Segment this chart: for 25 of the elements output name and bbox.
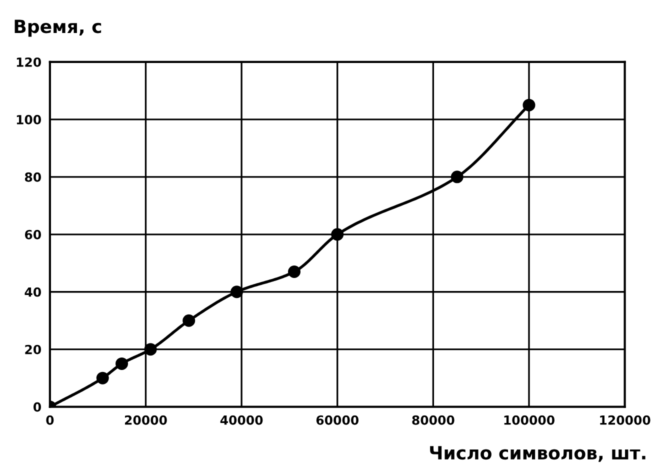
y-tick-label: 60: [24, 230, 41, 240]
point: [96, 372, 109, 384]
x-tick-label: 120000: [600, 415, 650, 425]
x-tick-label: 80000: [412, 415, 454, 425]
y-tick-label: 120: [16, 57, 41, 67]
y-tick-label: 20: [25, 344, 41, 354]
point: [288, 266, 301, 278]
x-tick-label: 20000: [124, 415, 167, 425]
x-axis-title: Число символов, шт.: [430, 446, 646, 462]
x-tick-label: 60000: [316, 415, 359, 425]
point: [144, 343, 157, 356]
y-tick-label: 100: [16, 114, 41, 124]
point: [182, 314, 196, 327]
point: [522, 98, 536, 112]
point: [450, 170, 464, 184]
x-tick-label: 0: [46, 415, 54, 425]
y-tick-label: 80: [24, 172, 41, 182]
y-axis-title: Время, с: [14, 20, 102, 37]
y-tick-label: 0: [34, 402, 41, 412]
point: [331, 228, 344, 241]
x-tick-label: 100000: [504, 415, 554, 425]
y-tick-label: 40: [24, 287, 41, 297]
x-tick-label: 40000: [220, 415, 263, 425]
point: [230, 286, 244, 298]
point: [116, 357, 128, 370]
